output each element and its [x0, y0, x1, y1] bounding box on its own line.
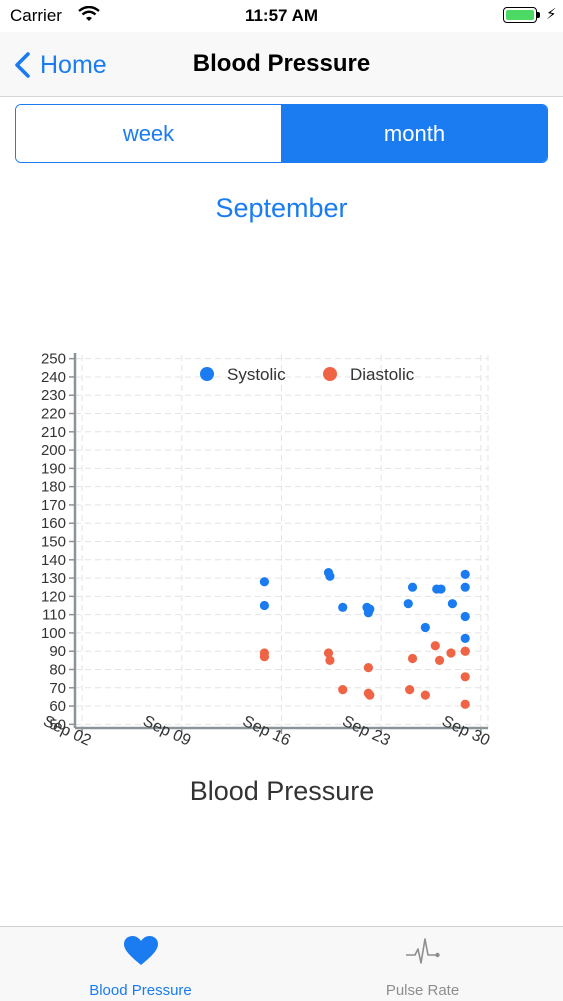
- y-tick-label: 130: [41, 570, 66, 587]
- pulse-icon: [405, 938, 440, 964]
- diastolic-legend-marker: [323, 367, 337, 381]
- systolic-point: [460, 569, 470, 580]
- systolic-legend-label: Systolic: [227, 365, 286, 384]
- x-tick-label: Sep 16: [240, 713, 293, 750]
- y-tick-label: 110: [42, 607, 66, 624]
- diastolic-legend-label: Diastolic: [350, 365, 415, 384]
- y-tick-label: 250: [41, 351, 66, 368]
- diastolic-point: [407, 653, 418, 664]
- systolic-point: [365, 604, 375, 614]
- month-title: September: [215, 193, 348, 223]
- segment-week[interactable]: week: [16, 105, 282, 162]
- y-tick-label: 70: [49, 680, 66, 697]
- systolic-point: [436, 584, 446, 594]
- back-button[interactable]: Home: [12, 48, 107, 82]
- systolic-point: [420, 622, 430, 633]
- diastolic-point: [365, 690, 375, 700]
- systolic-point: [460, 633, 470, 644]
- diastolic-point: [446, 648, 456, 658]
- y-tick-label: 200: [41, 442, 66, 459]
- y-tick-label: 190: [41, 460, 66, 477]
- systolic-point: [460, 582, 470, 592]
- tab-blood-pressure[interactable]: Blood Pressure: [0, 927, 281, 1001]
- status-bar: Carrier 11:57 AM ⚡︎: [0, 0, 563, 32]
- range-segmented-control: week month: [15, 104, 548, 163]
- chevron-left-icon: [15, 52, 30, 78]
- y-tick-label: 90: [49, 643, 66, 660]
- x-tick-label: Sep 02: [40, 713, 93, 750]
- y-tick-label: 220: [41, 406, 66, 423]
- y-tick-label: 210: [41, 424, 66, 441]
- diastolic-point: [430, 641, 440, 651]
- diastolic-point: [325, 655, 335, 665]
- y-tick-label: 120: [41, 588, 66, 605]
- y-tick-label: 140: [41, 552, 66, 569]
- diastolic-point: [363, 663, 373, 673]
- y-tick-label: 180: [41, 479, 66, 496]
- systolic-point: [325, 571, 335, 581]
- diastolic-point: [259, 652, 270, 662]
- diastolic-point: [460, 646, 470, 656]
- y-tick-label: 80: [49, 661, 66, 678]
- diastolic-point: [460, 699, 470, 709]
- systolic-point: [259, 600, 270, 611]
- diastolic-point: [434, 655, 445, 665]
- systolic-point: [403, 599, 413, 609]
- y-tick-label: 50: [49, 716, 66, 733]
- heart-icon: [123, 936, 158, 965]
- charging-icon: ⚡︎: [546, 6, 557, 23]
- tab-blood-pressure-label: Blood Pressure: [89, 982, 192, 999]
- segment-month[interactable]: month: [282, 105, 547, 162]
- diastolic-point: [460, 672, 470, 682]
- x-tick-label: Sep 09: [140, 713, 193, 750]
- systolic-point: [460, 611, 470, 622]
- y-tick-label: 230: [41, 387, 66, 404]
- diastolic-point: [420, 690, 430, 700]
- carrier-label: Carrier: [10, 6, 62, 25]
- y-tick-label: 60: [49, 698, 66, 715]
- x-axis-title: Blood Pressure: [190, 776, 375, 806]
- tab-pulse-rate-label: Pulse Rate: [385, 982, 460, 999]
- wifi-icon: [78, 6, 100, 21]
- clock-label: 11:57 AM: [244, 6, 319, 25]
- page-title: Blood Pressure: [192, 50, 371, 77]
- systolic-point: [338, 602, 348, 612]
- systolic-point: [407, 582, 418, 592]
- x-tick-label: Sep 30: [439, 713, 492, 750]
- y-tick-label: 150: [41, 534, 66, 551]
- y-tick-label: 240: [41, 369, 66, 386]
- tab-bar: Blood Pressure Pulse Rate: [0, 926, 563, 1001]
- systolic-point: [447, 599, 457, 609]
- y-tick-label: 160: [41, 515, 66, 532]
- x-tick-label: Sep 23: [340, 713, 393, 750]
- systolic-point: [259, 577, 270, 587]
- systolic-legend-marker: [200, 367, 214, 381]
- y-tick-label: 170: [41, 497, 66, 514]
- diastolic-point: [338, 685, 348, 695]
- back-label: Home: [40, 50, 107, 79]
- diastolic-point: [405, 685, 415, 695]
- y-tick-label: 100: [41, 625, 66, 642]
- tab-pulse-rate[interactable]: Pulse Rate: [282, 927, 563, 1001]
- navigation-bar: Home Blood Pressure: [0, 32, 563, 97]
- battery-icon: [503, 7, 537, 23]
- diastolic-point: [323, 648, 334, 658]
